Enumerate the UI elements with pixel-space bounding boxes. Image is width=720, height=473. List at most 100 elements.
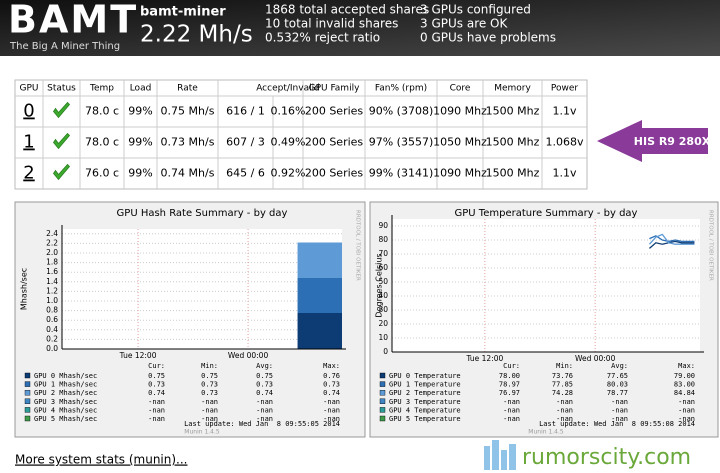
y-tick-label: 2.2 bbox=[46, 238, 58, 247]
legend-swatch bbox=[379, 398, 386, 404]
legend-stat: -nan bbox=[556, 415, 573, 423]
table-cell: 1.1v bbox=[552, 167, 576, 180]
status-ok bbox=[53, 132, 71, 150]
temperature-line bbox=[648, 233, 695, 245]
header-stat: 0.532% reject ratio bbox=[265, 31, 380, 45]
gpu-link[interactable]: 0 bbox=[23, 101, 34, 122]
legend-swatch bbox=[379, 372, 386, 379]
legend-stat: 0.73 bbox=[201, 381, 218, 389]
legend-name: GPU 4 Temperature bbox=[389, 406, 461, 414]
legend-swatch bbox=[379, 407, 386, 413]
host-name: bamt-miner bbox=[140, 5, 226, 20]
y-axis-label: Mhash/sec bbox=[20, 268, 29, 310]
graph-title: GPU Hash Rate Summary - by day bbox=[117, 208, 288, 219]
legend-swatch bbox=[24, 381, 31, 387]
last-update: Last update: Wed Jan 8 09:55:05 2014 bbox=[184, 420, 340, 428]
table-cell: 1500 Mhz bbox=[486, 167, 540, 180]
legend-name: GPU 1 Mhash/sec bbox=[34, 381, 97, 389]
legend-stat: 78.97 bbox=[499, 381, 520, 389]
table-cell: 1090 Mhz bbox=[433, 105, 487, 118]
logo: BAMT bbox=[8, 0, 138, 42]
side-label: RRDTOOL / TOBI OETIKER bbox=[708, 210, 714, 281]
legend-stat: 0.76 bbox=[323, 372, 340, 380]
legend-stat: 77.65 bbox=[607, 372, 628, 380]
legend-column-header: Min: bbox=[201, 362, 218, 370]
table-cell: 200 Series bbox=[305, 167, 364, 180]
table-cell: 200 Series bbox=[305, 136, 364, 149]
y-tick-label: 1.4 bbox=[46, 277, 58, 286]
y-tick-label: 2.0 bbox=[46, 248, 58, 257]
y-tick-label: 20 bbox=[378, 319, 388, 328]
legend-swatch bbox=[24, 390, 31, 396]
column-header: Accept/Invalid bbox=[256, 84, 320, 94]
header-stat: 1868 total accepted shares bbox=[265, 3, 429, 17]
legend-stat: -nan bbox=[556, 398, 573, 406]
y-tick-label: 0 bbox=[383, 347, 388, 356]
legend-stat: 0.75 bbox=[148, 372, 165, 380]
legend-swatch bbox=[24, 415, 31, 422]
column-header: Power bbox=[551, 84, 579, 94]
table-cell: 1500 Mhz bbox=[486, 105, 540, 118]
legend-stat: 78.77 bbox=[607, 389, 628, 397]
y-tick-label: 60 bbox=[378, 263, 388, 272]
status-ok bbox=[53, 101, 71, 119]
annotation-arrow bbox=[597, 120, 708, 162]
hash-rate: 2.22 Mh/s bbox=[140, 22, 253, 48]
legend-stat: -nan bbox=[201, 406, 218, 414]
legend-column-header: Max: bbox=[678, 362, 695, 370]
legend-stat: -nan bbox=[556, 406, 573, 414]
gpu-link[interactable]: 1 bbox=[23, 132, 34, 153]
y-tick-label: 0.6 bbox=[46, 315, 58, 324]
y-tick-label: 30 bbox=[378, 305, 388, 314]
table-cell: 0.74 Mh/s bbox=[161, 167, 215, 180]
stacked-area bbox=[297, 277, 342, 313]
table-cell: 1090 Mhz bbox=[433, 167, 487, 180]
column-header: Temp bbox=[89, 84, 114, 94]
y-tick-label: 1.6 bbox=[46, 267, 58, 276]
temperature-line bbox=[649, 240, 695, 249]
column-header: Rate bbox=[177, 84, 198, 94]
legend-stat: -nan bbox=[678, 415, 695, 423]
city-icon bbox=[484, 440, 516, 470]
legend-name: GPU 3 Temperature bbox=[389, 398, 461, 406]
legend-column-header: Cur: bbox=[148, 362, 165, 370]
column-header: Fan% (rpm) bbox=[375, 84, 427, 94]
legend-stat: -nan bbox=[323, 398, 340, 406]
legend-stat: -nan bbox=[503, 398, 520, 406]
y-tick-label: 0.2 bbox=[46, 334, 58, 343]
legend-stat: 0.73 bbox=[256, 381, 273, 389]
legend-stat: -nan bbox=[503, 406, 520, 414]
plot-area bbox=[392, 219, 700, 352]
table-cell: 200 Series bbox=[305, 105, 364, 118]
legend-stat: 80.03 bbox=[607, 381, 628, 389]
legend-stat: -nan bbox=[611, 406, 628, 414]
column-header: GPU Family bbox=[309, 84, 360, 94]
legend-column-header: Min: bbox=[556, 362, 573, 370]
legend-name: GPU 0 Mhash/sec bbox=[34, 372, 97, 380]
legend-name: GPU 4 Mhash/sec bbox=[34, 406, 97, 414]
legend-column-header: Max: bbox=[323, 362, 340, 370]
table-cell: 90% (3708) bbox=[369, 105, 434, 118]
legend-name: GPU 2 Temperature bbox=[389, 389, 461, 397]
header-stat: 10 total invalid shares bbox=[265, 17, 398, 31]
legend-stat: -nan bbox=[148, 398, 165, 406]
table-cell: 607 / 3 bbox=[226, 136, 265, 149]
legend-name: GPU 2 Mhash/sec bbox=[34, 389, 97, 397]
y-tick-label: 10 bbox=[378, 333, 388, 342]
y-tick-label: 70 bbox=[378, 249, 388, 258]
legend-column-header: Cur: bbox=[503, 362, 520, 370]
status-ok bbox=[53, 163, 71, 181]
y-axis-label: Degrees Celsius bbox=[375, 253, 384, 317]
watermark: rumorscity.com bbox=[522, 445, 691, 470]
y-tick-label: 0.8 bbox=[46, 306, 58, 315]
legend-swatch bbox=[24, 407, 31, 413]
column-header: GPU bbox=[20, 84, 39, 94]
side-label: RRDTOOL / TOBI OETIKER bbox=[355, 210, 361, 281]
gpu-link[interactable]: 2 bbox=[23, 163, 34, 184]
legend-stat: 77.85 bbox=[552, 381, 573, 389]
y-tick-label: 1.2 bbox=[46, 286, 58, 295]
header-stat: 3 GPUs are OK bbox=[420, 17, 509, 31]
munin-link[interactable]: More system stats (munin)... bbox=[15, 453, 188, 467]
